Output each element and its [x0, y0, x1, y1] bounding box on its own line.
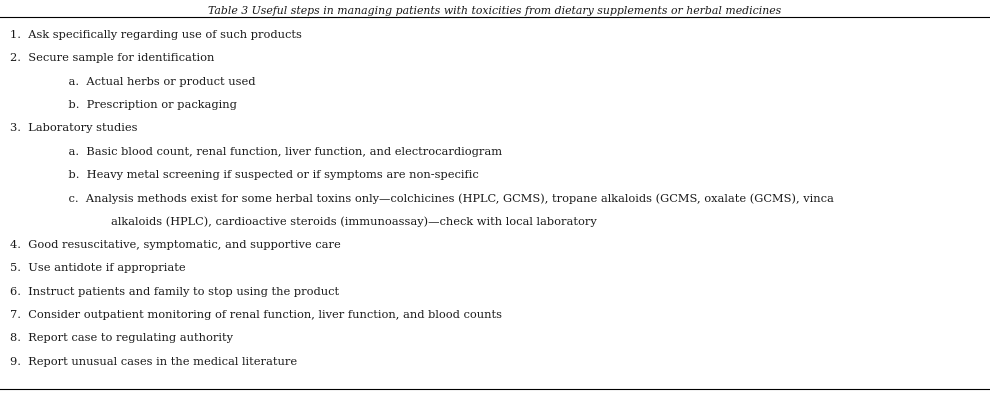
Text: 4.  Good resuscitative, symptomatic, and supportive care: 4. Good resuscitative, symptomatic, and … — [10, 239, 341, 249]
Text: a.  Basic blood count, renal function, liver function, and electrocardiogram: a. Basic blood count, renal function, li… — [54, 146, 503, 156]
Text: Table 3 Useful steps in managing patients with toxicities from dietary supplemen: Table 3 Useful steps in managing patient… — [208, 6, 782, 16]
Text: 7.  Consider outpatient monitoring of renal function, liver function, and blood : 7. Consider outpatient monitoring of ren… — [10, 309, 502, 319]
Text: 9.  Report unusual cases in the medical literature: 9. Report unusual cases in the medical l… — [10, 356, 297, 366]
Text: b.  Prescription or packaging: b. Prescription or packaging — [54, 100, 238, 110]
Text: c.  Analysis methods exist for some herbal toxins only—colchicines (HPLC, GCMS),: c. Analysis methods exist for some herba… — [54, 193, 835, 203]
Text: 2.  Secure sample for identification: 2. Secure sample for identification — [10, 53, 214, 63]
Text: 1.  Ask specifically regarding use of such products: 1. Ask specifically regarding use of suc… — [10, 30, 302, 40]
Text: a.  Actual herbs or product used: a. Actual herbs or product used — [54, 77, 256, 87]
Text: 3.  Laboratory studies: 3. Laboratory studies — [10, 123, 138, 133]
Text: b.  Heavy metal screening if suspected or if symptoms are non-specific: b. Heavy metal screening if suspected or… — [54, 170, 479, 180]
Text: alkaloids (HPLC), cardioactive steroids (immunoassay)—check with local laborator: alkaloids (HPLC), cardioactive steroids … — [82, 216, 597, 227]
Text: 8.  Report case to regulating authority: 8. Report case to regulating authority — [10, 332, 233, 342]
Text: 6.  Instruct patients and family to stop using the product: 6. Instruct patients and family to stop … — [10, 286, 339, 296]
Text: 5.  Use antidote if appropriate: 5. Use antidote if appropriate — [10, 263, 185, 273]
